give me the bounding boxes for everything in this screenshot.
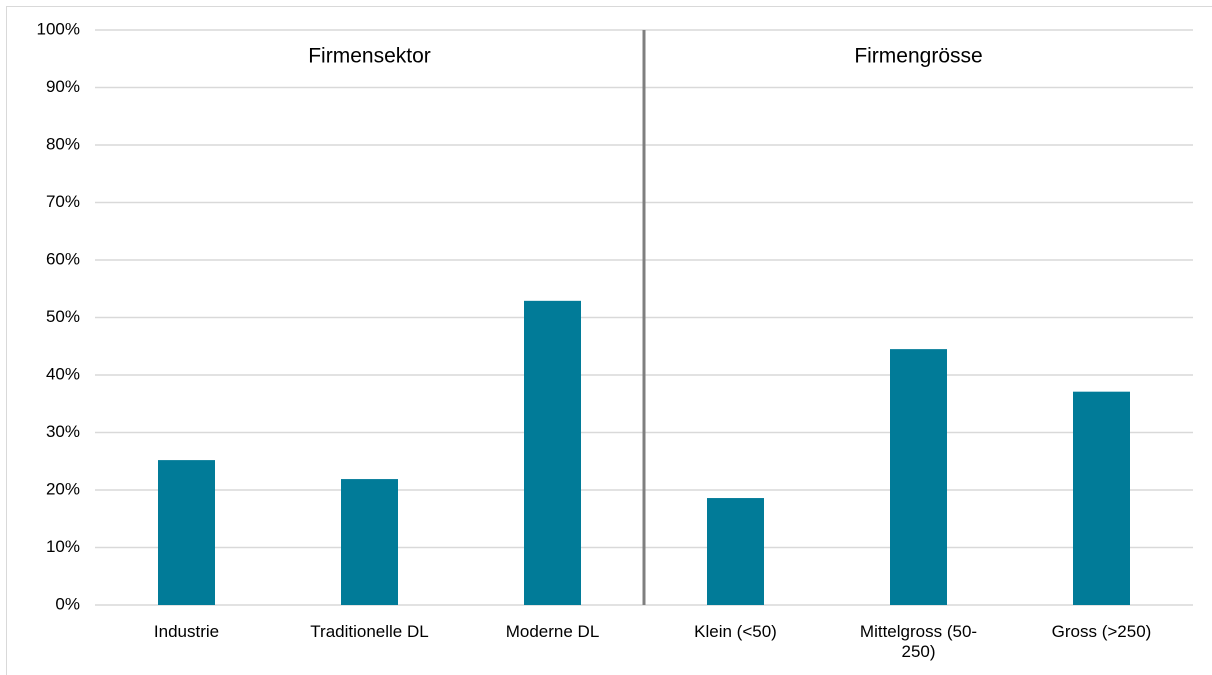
bar	[341, 479, 398, 605]
y-tick-label: 100%	[37, 19, 80, 38]
group-annotation: Firmengrösse	[854, 45, 982, 68]
y-tick-label: 90%	[46, 77, 80, 96]
y-tick-label: 20%	[46, 479, 80, 498]
chart-frame	[6, 6, 1212, 675]
x-tick-label: Moderne DL	[505, 622, 600, 641]
y-tick-label: 0%	[55, 594, 80, 613]
bar	[524, 300, 581, 605]
x-tick-label: Mittelgross (50-250)	[859, 622, 978, 661]
group-annotation: Firmensektor	[308, 45, 431, 68]
y-tick-label: 40%	[46, 364, 80, 383]
y-tick-label: 80%	[46, 134, 80, 153]
y-tick-label: 10%	[46, 537, 80, 556]
bar	[890, 349, 947, 605]
y-tick-label: 50%	[46, 307, 80, 326]
bar	[707, 498, 764, 605]
y-tick-label: 30%	[46, 422, 80, 441]
x-tick-label: Gross (>250)	[1051, 622, 1152, 641]
y-tick-label: 60%	[46, 249, 80, 268]
x-tick-label: Traditionelle DL	[310, 622, 429, 641]
bar	[158, 460, 215, 605]
x-tick-label: Industrie	[153, 622, 220, 641]
x-tick-label: Klein (<50)	[694, 622, 777, 641]
y-tick-label: 70%	[46, 192, 80, 211]
bar	[1073, 391, 1130, 605]
